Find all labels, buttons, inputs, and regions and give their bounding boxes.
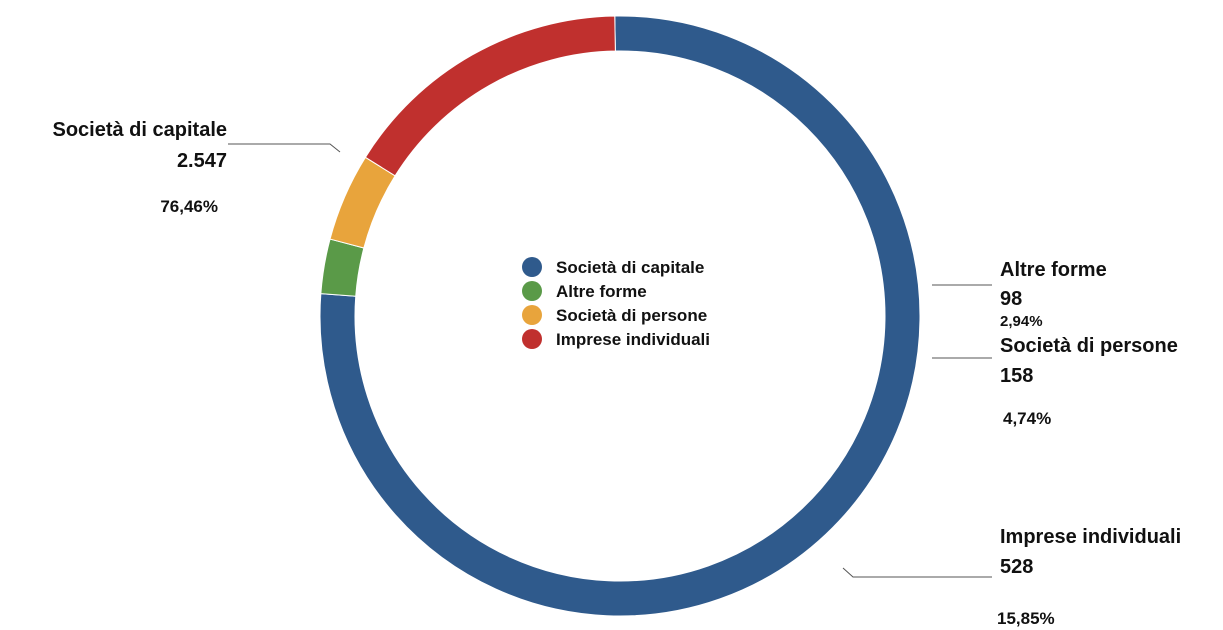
slice-percent-label: 15,85% xyxy=(997,609,1055,628)
slice-name-label: Società di capitale xyxy=(52,119,227,141)
slice-imprese-individuali xyxy=(364,15,616,177)
slice-name-label: Altre forme xyxy=(1000,259,1107,281)
legend-swatch xyxy=(522,329,542,349)
leader-line xyxy=(228,143,341,153)
slice-labels: Società di capitale 2.547 76,46% Altre form… xyxy=(52,119,1181,628)
leader-lines xyxy=(228,143,992,578)
slice-name-label: Imprese individuali xyxy=(1000,526,1181,548)
legend-label: Altre forme xyxy=(556,282,647,301)
donut-slices xyxy=(319,15,921,617)
slice-percent-label: 76,46% xyxy=(160,197,218,216)
slice-altre-forme xyxy=(320,238,365,297)
legend: Società di capitale Altre forme Società di… xyxy=(522,257,710,349)
legend-swatch xyxy=(522,257,542,277)
slice-value-label: 98 xyxy=(1000,288,1022,310)
legend-label: Società di persone xyxy=(556,306,707,325)
slice-value-label: 2.547 xyxy=(177,150,227,172)
legend-swatch xyxy=(522,305,542,325)
slice-percent-label: 4,74% xyxy=(1003,409,1051,428)
slice-societ-di-capitale xyxy=(319,15,921,617)
slice-value-label: 528 xyxy=(1000,556,1033,578)
legend-label: Imprese individuali xyxy=(556,330,710,349)
slice-value-label: 158 xyxy=(1000,365,1033,387)
slice-name-label: Società di persone xyxy=(1000,335,1178,357)
legend-label: Società di capitale xyxy=(556,258,704,277)
legend-swatch xyxy=(522,281,542,301)
leader-line xyxy=(842,567,992,578)
slice-percent-label: 2,94% xyxy=(1000,313,1043,330)
slice-societ-di-persone xyxy=(329,156,396,249)
